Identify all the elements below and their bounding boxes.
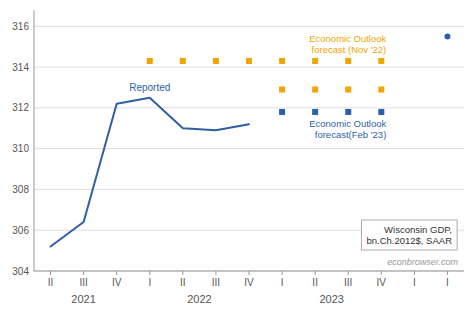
- x-tick-label: I: [446, 277, 449, 288]
- annotation: Wisconsin GDP,bn.Ch.2012$, SAAR: [366, 224, 452, 246]
- x-tick-label: II: [180, 277, 186, 288]
- series-label: Reported: [129, 82, 170, 93]
- series-label-line: Economic Outlook: [309, 118, 386, 129]
- x-tick-label: I: [413, 277, 416, 288]
- grid-line: [34, 189, 464, 190]
- square-point: [312, 109, 318, 115]
- series-label-line: Economic Outlook: [309, 33, 386, 44]
- square-point: [279, 58, 285, 64]
- annotation-line: bn.Ch.2012$, SAAR: [366, 235, 452, 246]
- annotation-frame: [361, 220, 457, 250]
- y-tick-label: 308: [12, 184, 29, 195]
- x-tick-label: II: [312, 277, 318, 288]
- x-tick-label: I: [148, 277, 151, 288]
- x-tick: [315, 271, 316, 275]
- x-tick: [182, 271, 183, 275]
- x-tick-label: II: [48, 277, 54, 288]
- y-tick-label: 310: [12, 143, 29, 154]
- grid-line: [34, 67, 464, 68]
- x-tick: [447, 271, 448, 275]
- square-point: [345, 87, 351, 93]
- grid-line: [34, 107, 464, 108]
- x-tick-label: I: [281, 277, 284, 288]
- square-point: [279, 87, 285, 93]
- grid-line: [34, 148, 464, 149]
- x-tick-label: III: [79, 277, 87, 288]
- annotation-box: Wisconsin GDP,bn.Ch.2012$, SAAR: [361, 220, 457, 250]
- source: econbrowser.com: [387, 257, 458, 267]
- x-tick: [381, 271, 382, 275]
- x-tick-label: IV: [377, 277, 387, 288]
- year-label: 2021: [71, 293, 95, 305]
- grid-line: [34, 26, 464, 27]
- x-tick-label: III: [212, 277, 220, 288]
- square-point: [279, 109, 285, 115]
- y-tick-label: 304: [12, 266, 29, 277]
- x-tick: [83, 271, 84, 275]
- x-tick: [215, 271, 216, 275]
- square-point: [312, 58, 318, 64]
- y-tick-label: 314: [12, 62, 29, 73]
- x-tick: [50, 271, 51, 275]
- square-point: [345, 109, 351, 115]
- x-tick: [116, 271, 117, 275]
- x-tick: [414, 271, 415, 275]
- line-end-point: [444, 34, 450, 40]
- line: [51, 98, 249, 247]
- marks: [51, 34, 451, 247]
- year-label: 2022: [187, 293, 211, 305]
- square-point: [378, 58, 384, 64]
- annotation-line: Wisconsin GDP,: [384, 224, 452, 235]
- square-point: [345, 58, 351, 64]
- x-tick-label: IV: [112, 277, 122, 288]
- series-label: Economic Outlookforecast (Nov '22): [309, 33, 386, 55]
- y-axis-line: [34, 10, 35, 271]
- chart: 304306308310312314316IIIIIIVIIIIIIIVIIII…: [0, 0, 474, 313]
- square-point: [213, 58, 219, 64]
- square-point: [246, 58, 252, 64]
- series-label: Economic Outlookforecast(Feb '23): [309, 118, 386, 140]
- x-tick: [149, 271, 150, 275]
- y-tick-label: 316: [12, 21, 29, 32]
- year-label: 2023: [319, 293, 343, 305]
- x-tick-label: IV: [244, 277, 254, 288]
- y-grid: [34, 26, 464, 271]
- series-labels: ReportedEconomic Outlookforecast (Nov '2…: [129, 33, 386, 140]
- square-point: [312, 87, 318, 93]
- series-label-line: forecast(Feb '23): [315, 129, 387, 140]
- y-tick-label: 312: [12, 102, 29, 113]
- square-point: [147, 58, 153, 64]
- y-tick-label: 306: [12, 225, 29, 236]
- x-tick-label: III: [344, 277, 352, 288]
- square-point: [378, 87, 384, 93]
- square-point: [180, 58, 186, 64]
- x-tick: [249, 271, 250, 275]
- x-tick: [348, 271, 349, 275]
- series-label-line: forecast (Nov '22): [312, 44, 387, 55]
- square-point: [378, 109, 384, 115]
- x-tick: [282, 271, 283, 275]
